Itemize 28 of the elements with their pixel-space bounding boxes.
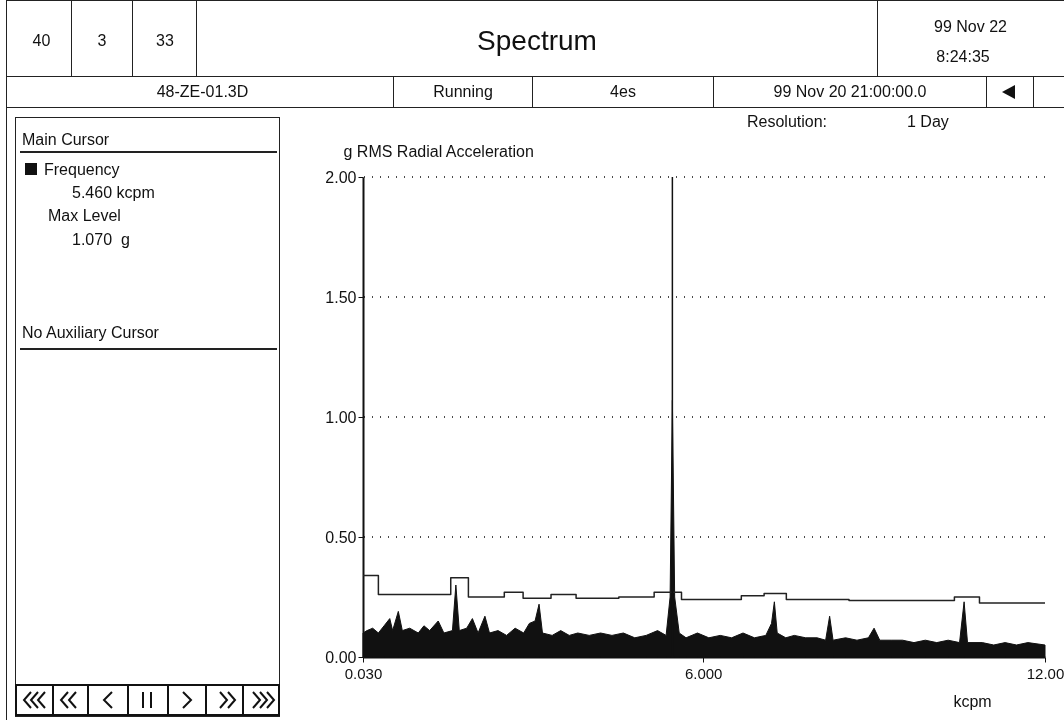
text: 5.460 kcpm xyxy=(72,183,155,203)
x-tick-label: 0.030 xyxy=(344,664,383,682)
text: 1 Day xyxy=(907,112,949,132)
text: 99 Nov 20 21:00:00.0 xyxy=(772,82,928,102)
chart-title: Spectrum xyxy=(476,25,598,56)
text: Main Cursor xyxy=(22,130,110,150)
x-tick-label: 12.00 xyxy=(1026,664,1064,682)
text: 99 Nov 22 xyxy=(933,17,1008,37)
y-tick-label: 0.00 xyxy=(325,648,357,666)
text: Running xyxy=(432,82,494,102)
text: Max Level xyxy=(48,206,121,226)
y-tick-label: 1.00 xyxy=(325,408,357,426)
text: 1.070 g xyxy=(72,230,130,250)
text: 3 xyxy=(96,31,108,51)
y-axis-title: g RMS Radial Acceleration xyxy=(343,142,534,160)
text: Resolution: xyxy=(747,112,828,132)
y-tick-label: 1.50 xyxy=(325,288,357,306)
text: 48-ZE-01.3D xyxy=(155,82,250,102)
text: No Auxiliary Cursor xyxy=(22,323,159,343)
y-tick-label: 0.50 xyxy=(325,528,357,546)
text: 8:24:35 xyxy=(935,47,991,67)
text: 33 xyxy=(155,31,175,51)
x-tick-label: 6.000 xyxy=(684,664,723,682)
text: Frequency xyxy=(44,160,120,180)
x-axis-title: kcpm xyxy=(953,692,992,710)
y-tick-label: 2.00 xyxy=(325,168,357,186)
text: 40 xyxy=(31,31,52,51)
text: 4es xyxy=(609,82,637,102)
